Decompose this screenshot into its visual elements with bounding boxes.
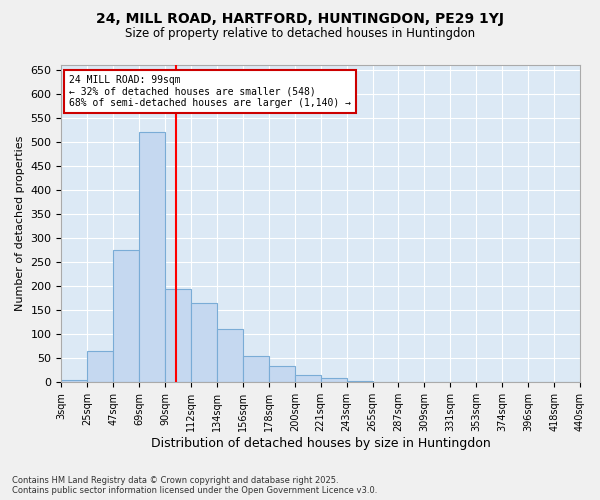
Bar	[88, 351, 113, 382]
Bar	[191, 303, 217, 382]
Bar	[217, 330, 243, 382]
X-axis label: Distribution of detached houses by size in Huntingdon: Distribution of detached houses by size …	[151, 437, 491, 450]
Bar	[113, 250, 139, 382]
Bar	[139, 132, 165, 382]
Text: Size of property relative to detached houses in Huntingdon: Size of property relative to detached ho…	[125, 28, 475, 40]
Bar	[321, 378, 347, 382]
Text: Contains HM Land Registry data © Crown copyright and database right 2025.
Contai: Contains HM Land Registry data © Crown c…	[12, 476, 377, 495]
Text: 24 MILL ROAD: 99sqm
← 32% of detached houses are smaller (548)
68% of semi-detac: 24 MILL ROAD: 99sqm ← 32% of detached ho…	[69, 74, 351, 108]
Bar	[295, 375, 321, 382]
Bar	[61, 380, 88, 382]
Bar	[165, 288, 191, 382]
Text: 24, MILL ROAD, HARTFORD, HUNTINGDON, PE29 1YJ: 24, MILL ROAD, HARTFORD, HUNTINGDON, PE2…	[96, 12, 504, 26]
Bar	[269, 366, 295, 382]
Y-axis label: Number of detached properties: Number of detached properties	[15, 136, 25, 312]
Bar	[243, 356, 269, 382]
